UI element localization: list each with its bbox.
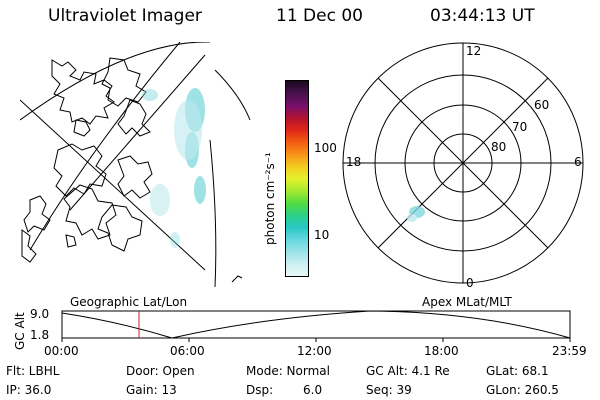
mlt-label-6: 6 — [574, 155, 582, 169]
dsp-label: Dsp: — [246, 383, 274, 397]
app-title: Ultraviolet Imager — [48, 6, 202, 26]
time-tick: 12:00 — [297, 344, 332, 358]
graticule-line — [214, 69, 251, 121]
mlat-label-60: 60 — [534, 98, 550, 112]
mlat-label-70: 70 — [512, 120, 528, 134]
coastline — [101, 57, 147, 107]
polar-grid — [342, 42, 584, 284]
altitude-ylabel: GC Alt — [13, 312, 27, 350]
gain-value: Gain: 13 — [126, 383, 177, 397]
coastline — [51, 59, 115, 125]
date-label: 11 Dec 00 — [276, 6, 363, 26]
geo-longitude: GLon: 260.5 — [486, 383, 559, 397]
coastline — [117, 99, 151, 137]
graticule-line — [20, 99, 206, 271]
coastline — [53, 143, 107, 197]
sequence-number: Seq: 39 — [366, 383, 412, 397]
graticule-line — [20, 42, 210, 121]
mode-value: Mode: Normal — [246, 364, 330, 378]
geographic-panel-label: Geographic Lat/Lon — [70, 295, 188, 309]
altitude-plot — [61, 310, 571, 342]
time-tick: 00:00 — [44, 344, 79, 358]
altitude-ytick: 9.0 — [30, 307, 50, 321]
altitude-curve — [61, 310, 571, 339]
colorbar-tick: 10 — [314, 228, 330, 242]
time-tick: 23:59 — [552, 344, 587, 358]
coastline — [21, 229, 37, 263]
coastline — [117, 155, 153, 199]
graticule-line — [29, 42, 181, 251]
polar-panel-label: Apex MLat/MLT — [422, 295, 512, 309]
altitude-ytick: 1.8 — [30, 328, 50, 342]
time-tick: 18:00 — [424, 344, 459, 358]
coastline — [23, 195, 51, 233]
filter-value: Flt: LBHL — [6, 364, 60, 378]
graticule-line — [209, 139, 217, 287]
colorbar-tick: 100 — [314, 141, 337, 155]
ip-value: IP: 36.0 — [6, 383, 52, 397]
door-status: Door: Open — [126, 364, 195, 378]
time-tick: 06:00 — [170, 344, 205, 358]
mlt-label-0: 0 — [466, 276, 474, 290]
coastline — [73, 119, 91, 137]
coastline — [231, 275, 243, 283]
time-label: 03:44:13 UT — [430, 6, 535, 26]
mlt-label-12: 12 — [466, 44, 482, 58]
aurora-emission-polar — [407, 206, 425, 222]
mlt-label-18: 18 — [346, 155, 362, 169]
gc-altitude: GC Alt: 4.1 Re — [366, 364, 450, 378]
geo-latitude: GLat: 68.1 — [486, 364, 549, 378]
coastline — [65, 234, 77, 248]
coastline — [97, 204, 143, 252]
colorbar — [285, 80, 309, 277]
coastline — [63, 184, 117, 240]
colorbar-unit-label: photon cm⁻²s⁻¹ — [263, 152, 277, 245]
dsp-value: 6.0 — [303, 383, 323, 397]
mlat-label-80: 80 — [491, 140, 507, 154]
